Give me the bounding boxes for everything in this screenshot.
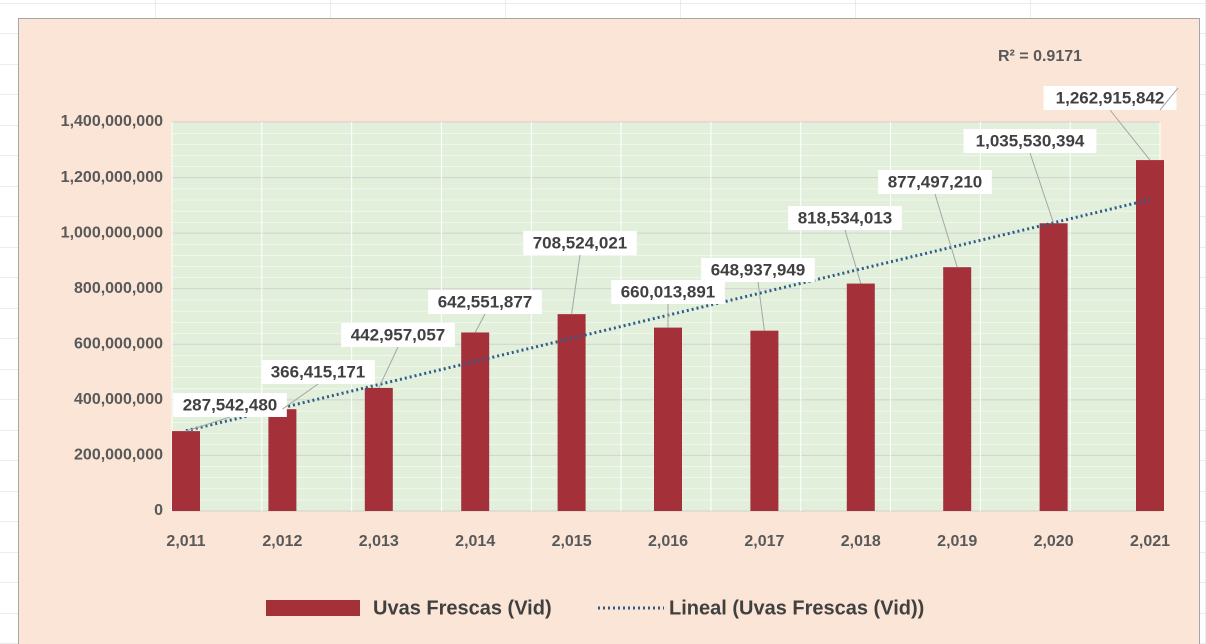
leader-line <box>1159 87 1179 111</box>
bar <box>557 314 586 511</box>
x-tick-label: 2,020 <box>1034 533 1074 550</box>
data-label-box <box>261 360 375 384</box>
leader-line <box>757 281 765 331</box>
data-label: 366,415,171 <box>271 362 366 381</box>
leader-line <box>1029 152 1055 224</box>
bar <box>943 267 972 511</box>
bar <box>846 283 875 511</box>
bar <box>654 327 682 511</box>
y-tick-label: 400,000,000 <box>74 391 163 408</box>
y-tick-label: 0 <box>154 502 163 519</box>
data-label-box <box>428 290 542 314</box>
bar <box>1039 223 1068 511</box>
legend-label: Uvas Frescas (Vid) <box>373 597 552 619</box>
bar <box>1136 160 1164 511</box>
y-tick-label: 1,200,000,000 <box>61 169 163 186</box>
bar <box>750 330 779 511</box>
y-tick-label: 600,000,000 <box>74 336 163 353</box>
x-tick-label: 2,021 <box>1130 533 1170 550</box>
y-tick-label: 1,400,000,000 <box>61 113 163 130</box>
data-label: 1,035,530,394 <box>976 131 1085 150</box>
data-label: 287,542,480 <box>183 395 278 414</box>
bar <box>268 409 297 511</box>
leader-line <box>282 383 319 410</box>
y-tick-label: 200,000,000 <box>74 447 163 464</box>
data-label-box <box>611 280 725 304</box>
data-label: 708,524,021 <box>533 233 628 252</box>
x-tick-label: 2,016 <box>648 533 688 550</box>
x-tick-label: 2,015 <box>552 533 592 550</box>
leader-line <box>571 254 581 315</box>
bar <box>172 431 200 511</box>
x-tick-label: 2,012 <box>262 533 302 550</box>
data-label: 877,497,210 <box>888 172 983 191</box>
y-tick-label: 1,000,000,000 <box>61 224 163 241</box>
data-label-box <box>173 393 287 417</box>
bar <box>364 387 393 511</box>
legend-swatch <box>266 600 360 616</box>
leader-line <box>934 193 958 268</box>
leader-line <box>185 416 231 432</box>
data-label-box <box>701 258 815 282</box>
legend-label: Lineal (Uvas Frescas (Vid)) <box>669 597 924 619</box>
x-tick-label: 2,013 <box>359 533 399 550</box>
data-label-box <box>878 170 992 194</box>
x-tick-label: 2,017 <box>744 533 784 550</box>
data-label-box <box>788 206 902 230</box>
r-squared: R² = 0.9171 <box>998 48 1082 65</box>
x-tick-label: 2,011 <box>166 533 205 550</box>
data-label: 818,534,013 <box>798 208 893 227</box>
data-label: 660,013,891 <box>621 282 716 301</box>
y-tick-label: 800,000,000 <box>74 280 163 297</box>
data-label: 442,957,057 <box>351 325 446 344</box>
data-label: 648,937,949 <box>711 260 806 279</box>
x-tick-label: 2,019 <box>937 533 977 550</box>
data-label: 1,262,915,842 <box>1056 88 1165 107</box>
leader-line <box>844 229 862 284</box>
leader-line <box>1109 109 1151 161</box>
data-label: 642,551,877 <box>438 292 533 311</box>
leader-line <box>474 313 486 333</box>
leader-line <box>378 346 399 389</box>
x-tick-label: 2,018 <box>841 533 881 550</box>
x-tick-label: 2,014 <box>455 533 495 550</box>
data-label-box <box>1043 86 1177 110</box>
data-label-box <box>341 323 455 347</box>
bar <box>461 332 490 511</box>
data-label-box <box>963 129 1097 153</box>
data-label-box <box>523 231 637 255</box>
